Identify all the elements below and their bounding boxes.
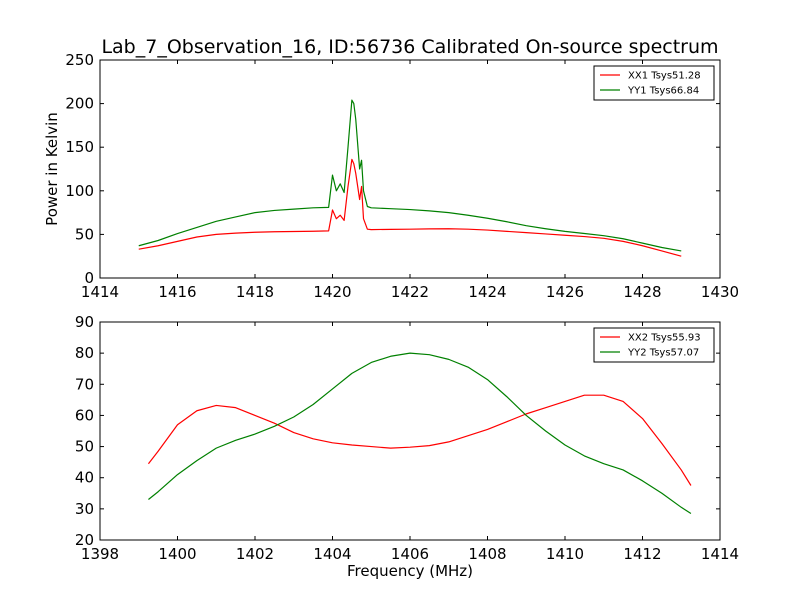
legend-box	[593, 65, 715, 101]
series-line-1	[138, 158, 682, 257]
top-plot: 1414 1416 1418 1420 1422 1424 1426 1428 1430 0 50 1…	[43, 51, 739, 301]
x-tick-label: 1416	[158, 283, 196, 301]
x-tick-label: 1400	[158, 545, 196, 563]
legend: XX1 Tsys51.28 YY1 Tsys66.84	[593, 65, 715, 101]
x-tick-label: 1404	[313, 545, 351, 563]
x-tick-label: 1428	[623, 283, 661, 301]
y-tick-label: 150	[65, 138, 94, 156]
x-tick-label: 1408	[468, 545, 506, 563]
y-tick-label: 60	[75, 406, 94, 424]
y-tick-label: 200	[65, 95, 94, 113]
x-tick-label: 1414	[81, 283, 119, 301]
legend-entry: YY1 Tsys66.84	[627, 86, 699, 97]
series-line-1	[147, 394, 692, 486]
x-tick-label: 1410	[546, 545, 584, 563]
y-tick-label: 80	[75, 344, 94, 362]
y-axis-label: Power in Kelvin	[43, 112, 61, 226]
x-tick-label: 1412	[623, 545, 661, 563]
legend-entry: YY2 Tsys57.07	[627, 348, 699, 359]
y-tick-label: 70	[75, 375, 94, 393]
chart-title: Lab_7_Observation_16, ID:56736 Calibrate…	[101, 36, 718, 58]
x-tick-label: 1424	[468, 283, 506, 301]
x-tick-label: 1406	[391, 545, 429, 563]
y-tick-label: 20	[75, 531, 94, 549]
x-tick-label: 1426	[546, 283, 584, 301]
x-axis-label: Frequency (MHz)	[347, 562, 473, 580]
series-line-2	[138, 99, 682, 252]
y-tick-label: 100	[65, 182, 94, 200]
y-tick-label: 50	[75, 225, 94, 243]
x-tick-label: 1398	[81, 545, 119, 563]
legend-entry: XX1 Tsys51.28	[628, 71, 701, 82]
y-tick-label: 90	[75, 313, 94, 331]
y-tick-label: 0	[84, 269, 94, 287]
series-line-2	[148, 352, 692, 515]
y-tick-label: 40	[75, 469, 94, 487]
legend-entry: XX2 Tsys55.93	[628, 333, 701, 344]
x-tick-label: 1414	[701, 545, 739, 563]
y-tick-label: 250	[65, 51, 94, 69]
y-tick-label: 50	[75, 438, 94, 456]
x-tick-label: 1422	[391, 283, 429, 301]
legend-box	[593, 327, 715, 363]
x-tick-label: 1402	[236, 545, 274, 563]
x-tick-label: 1430	[701, 283, 739, 301]
x-tick-label: 1420	[313, 283, 351, 301]
legend: XX2 Tsys55.93 YY2 Tsys57.07	[593, 327, 715, 363]
bottom-plot: 1398 1400 1402 1404 1406 1408 1410 1412 1414 20 30…	[75, 313, 739, 580]
y-tick-label: 30	[75, 500, 94, 518]
x-tick-label: 1418	[236, 283, 274, 301]
